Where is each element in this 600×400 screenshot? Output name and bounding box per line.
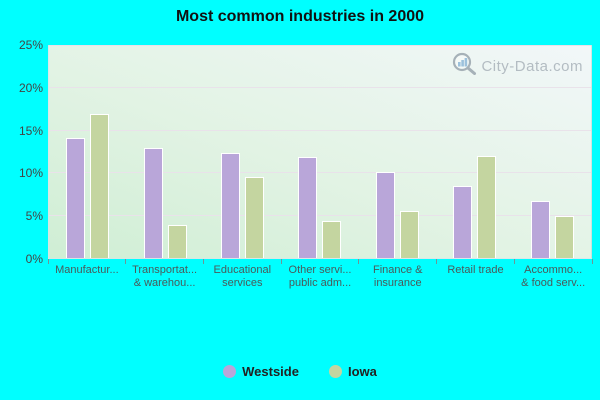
bar-group — [436, 46, 513, 258]
bar-iowa — [554, 215, 574, 258]
x-axis-tick — [47, 259, 49, 264]
bar-iowa — [477, 156, 497, 258]
bar-iowa — [322, 220, 342, 258]
bar-westside — [66, 138, 86, 258]
y-axis-label: 0% — [25, 252, 43, 266]
bar-groups — [49, 46, 591, 258]
bar-westside — [530, 201, 550, 258]
bar-group — [126, 46, 203, 258]
x-axis-tick — [280, 259, 282, 264]
y-axis-label: 10% — [18, 166, 43, 181]
x-axis-label: Retail trade — [447, 264, 504, 276]
legend-label: Iowa — [347, 364, 377, 379]
x-axis-tick — [513, 259, 515, 264]
x-axis-label: Other servi... public adm... — [288, 264, 352, 289]
gridline — [49, 87, 591, 89]
bar-group — [359, 46, 436, 258]
x-axis-label: Manufactur... — [55, 264, 119, 276]
x-axis-tick — [202, 259, 204, 264]
legend-swatch — [223, 365, 237, 378]
bar-group — [204, 46, 281, 258]
bar-iowa — [90, 113, 110, 258]
bar-group — [514, 46, 591, 258]
legend-item-westside: Westside — [223, 364, 299, 379]
x-axis-tick — [436, 259, 438, 264]
x-axis-label: Finance & insurance — [372, 264, 423, 289]
bar-group — [49, 46, 126, 258]
y-axis-label: 5% — [25, 209, 43, 224]
x-axis-tick — [125, 259, 127, 264]
bar-westside — [143, 147, 163, 258]
x-axis-tick — [591, 259, 593, 264]
bar-westside — [298, 157, 318, 258]
x-axis-label: Educational services — [213, 264, 272, 289]
x-axis-labels: Manufactur... Transportat... & warehou... E… — [48, 264, 592, 290]
bar-westside — [375, 172, 395, 258]
x-axis-label: Transportat... & warehou... — [132, 264, 198, 289]
watermark: City-Data.com — [451, 52, 583, 81]
chart-title: Most common industries in 2000 — [175, 8, 425, 25]
magnifier-bar-chart-icon — [451, 52, 478, 81]
bar-iowa — [245, 176, 265, 258]
gridline — [49, 129, 591, 131]
legend-label: Westside — [242, 364, 299, 379]
bar-iowa — [167, 224, 187, 258]
gridline — [49, 214, 591, 216]
x-axis-label: Accommo... & food serv... — [521, 264, 586, 289]
legend-swatch — [328, 365, 342, 378]
bar-westside — [221, 152, 241, 258]
plot-area: City-Data.com — [48, 45, 592, 259]
gridline — [49, 45, 591, 46]
x-axis-tick — [358, 259, 360, 264]
bar-westside — [453, 185, 473, 258]
bar-group — [281, 46, 358, 258]
legend-item-iowa: Iowa — [328, 364, 377, 379]
y-axis-label: 25% — [18, 38, 43, 52]
y-axis-label: 15% — [18, 123, 43, 138]
gridline — [49, 172, 591, 174]
watermark-text: City-Data.com — [481, 58, 583, 75]
bar-iowa — [399, 211, 419, 258]
y-axis-label: 20% — [18, 80, 43, 95]
legend: Westside Iowa — [0, 364, 600, 379]
